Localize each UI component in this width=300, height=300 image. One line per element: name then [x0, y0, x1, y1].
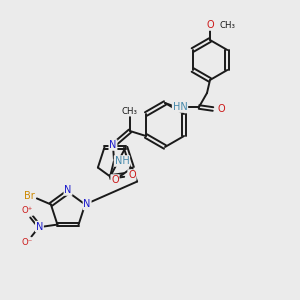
Text: CH₃: CH₃ [122, 106, 138, 116]
Text: O: O [128, 170, 136, 180]
Text: N: N [83, 200, 91, 209]
Text: N: N [64, 185, 72, 195]
Text: N: N [109, 140, 117, 150]
Text: O: O [217, 104, 225, 114]
Text: O⁺: O⁺ [22, 206, 33, 215]
Text: HN: HN [172, 102, 188, 112]
Text: NH: NH [115, 156, 129, 166]
Text: Br: Br [23, 191, 34, 201]
Text: O: O [111, 175, 119, 185]
Text: O: O [206, 20, 214, 30]
Text: O⁻: O⁻ [22, 238, 33, 247]
Text: N: N [36, 222, 43, 232]
Text: CH₃: CH₃ [220, 20, 236, 29]
